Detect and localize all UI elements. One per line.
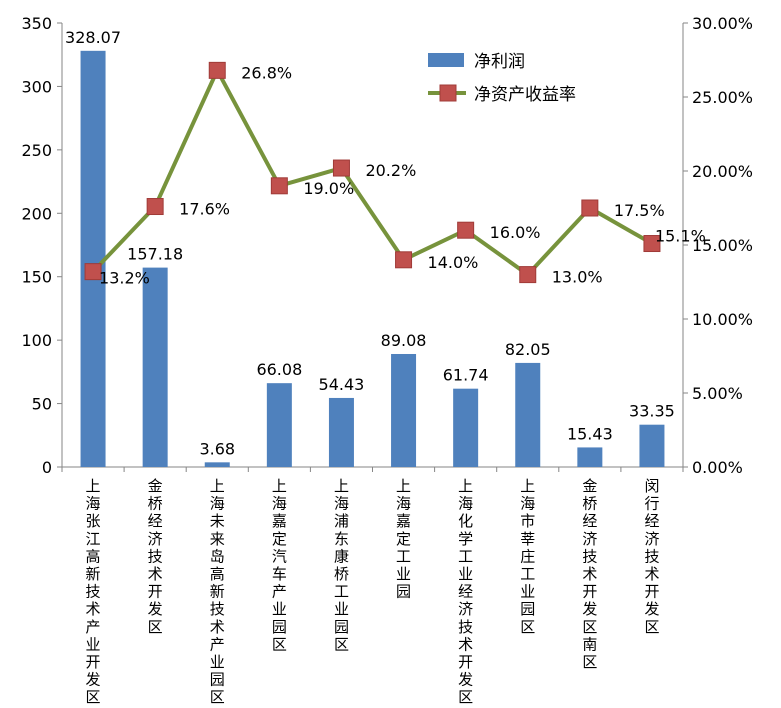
- bar: [266, 383, 292, 467]
- bar: [577, 447, 603, 467]
- category-label: 上海张江高新技术产业开发区: [86, 477, 101, 704]
- line-marker: [208, 61, 226, 79]
- legend: 净利润 净资产收益率: [428, 52, 576, 105]
- right-tick-label: 5.00%: [692, 384, 743, 403]
- category-label: 闵行经济技术开发区: [644, 477, 659, 636]
- category-label: 金桥经济技术开发区南区: [582, 477, 597, 671]
- line-marker: [519, 266, 537, 284]
- bar: [453, 388, 479, 467]
- bar: [142, 267, 168, 467]
- bar-data-label: 89.08: [381, 331, 427, 350]
- line-series: [84, 61, 661, 284]
- line-data-label: 20.2%: [365, 161, 416, 180]
- bar: [515, 362, 541, 467]
- line-data-label: 19.0%: [303, 179, 354, 198]
- category-label: 上海化学工业经济技术开发区: [458, 477, 473, 704]
- category-label: 金桥经济技术开发区: [148, 477, 163, 636]
- left-tick-label: 250: [21, 141, 52, 160]
- line-data-label: 16.0%: [490, 223, 541, 242]
- legend-swatch-bar: [428, 53, 464, 67]
- line-marker: [581, 199, 599, 217]
- line-data-label: 14.0%: [428, 253, 479, 272]
- line-marker: [332, 159, 350, 177]
- line-marker: [643, 235, 661, 253]
- left-tick-label: 0: [42, 458, 52, 477]
- category-label: 上海浦东康桥工业园区: [334, 477, 349, 653]
- line-data-label: 15.1%: [655, 227, 706, 246]
- right-tick-label: 10.00%: [692, 310, 753, 329]
- line-data-label: 26.8%: [241, 63, 292, 82]
- left-tick-label: 200: [21, 204, 52, 223]
- left-tick-label: 300: [21, 77, 52, 96]
- category-label: 上海市莘庄工业园区: [520, 477, 535, 636]
- category-label: 上海嘉定汽车产业园区: [272, 477, 287, 653]
- category-label: 上海嘉定工业园: [396, 477, 411, 601]
- bar-data-label: 54.43: [319, 375, 365, 394]
- bar-data-label: 3.68: [199, 439, 235, 458]
- axes: 0 50 100 150 200 250 300 350 0.00% 5.00% 10.00% 15.…: [21, 14, 753, 706]
- line-marker: [146, 198, 164, 216]
- bar-data-label: 328.07: [65, 28, 121, 47]
- left-tick-label: 350: [21, 14, 52, 33]
- right-tick-label: 15.00%: [692, 236, 753, 255]
- bar: [328, 397, 354, 467]
- bar-data-label: 61.74: [443, 366, 489, 385]
- line-marker: [84, 263, 102, 281]
- bar: [80, 50, 106, 468]
- left-tick-label: 150: [21, 268, 52, 287]
- bar-data-label: 157.18: [127, 245, 183, 264]
- left-tick-label: 100: [21, 331, 52, 350]
- line-data-label: 17.5%: [614, 201, 665, 220]
- bar: [391, 353, 417, 467]
- right-tick-label: 20.00%: [692, 162, 753, 181]
- right-tick-label: 30.00%: [692, 14, 753, 33]
- legend-label-line: 净资产收益率: [474, 85, 576, 105]
- right-tick-label: 0.00%: [692, 458, 743, 477]
- line-data-label: 13.0%: [552, 268, 603, 287]
- bar: [639, 424, 665, 467]
- bar-data-label: 33.35: [629, 402, 675, 421]
- bar-data-label: 15.43: [567, 424, 613, 443]
- line-path: [91, 68, 653, 277]
- legend-label-bar: 净利润: [474, 52, 525, 72]
- bar: [204, 462, 230, 467]
- data-labels: 328.07 157.18 3.68 66.08 54.43 89.08 61.74 82.0…: [65, 28, 706, 459]
- left-tick-label: 50: [32, 395, 52, 414]
- legend-swatch-marker: [439, 84, 457, 102]
- bar-data-label: 66.08: [256, 360, 302, 379]
- right-tick-label: 25.00%: [692, 88, 753, 107]
- line-marker: [395, 251, 413, 269]
- line-marker: [457, 221, 475, 239]
- line-marker: [270, 177, 288, 195]
- line-data-label: 17.6%: [179, 200, 230, 219]
- bar-data-label: 82.05: [505, 340, 551, 359]
- line-data-label: 13.2%: [99, 269, 150, 288]
- category-label: 上海未来岛高新技术产业园区: [210, 477, 225, 704]
- bars: [80, 50, 665, 468]
